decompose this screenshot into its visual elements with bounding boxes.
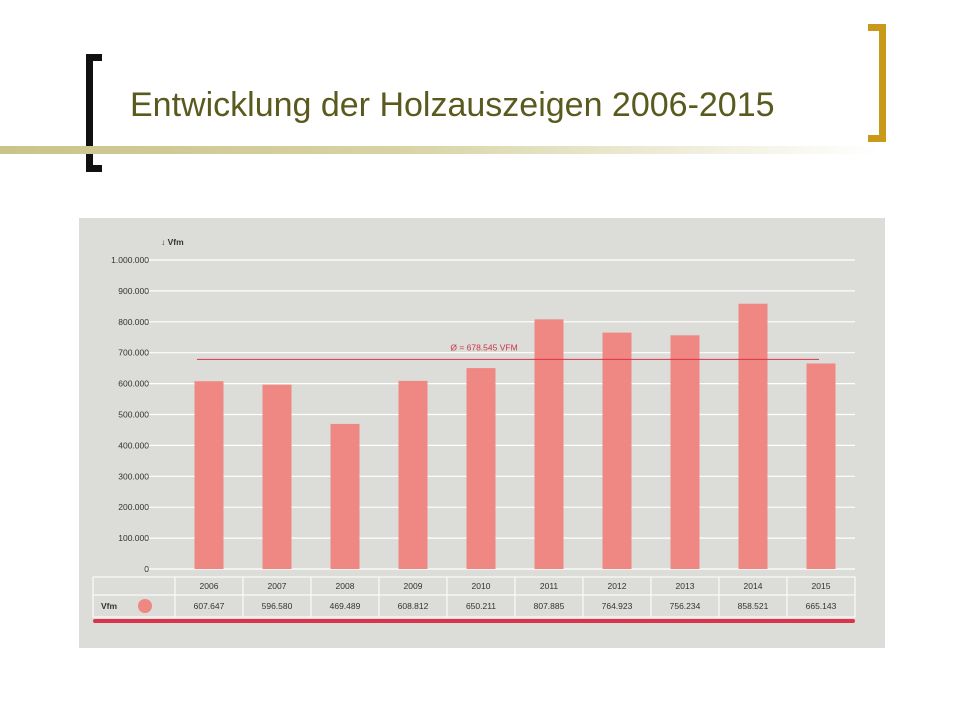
average-line-group: Ø = 678.545 VFM xyxy=(197,342,819,360)
x-category-label-2009: 2009 xyxy=(404,581,423,591)
data-label-2008: 469.489 xyxy=(330,601,361,611)
data-label-2006: 607.647 xyxy=(194,601,225,611)
data-label-2011: 807.885 xyxy=(534,601,565,611)
x-category-label-2008: 2008 xyxy=(336,581,355,591)
y-tick-label: 700.000 xyxy=(118,348,149,358)
y-axis-unit-label: ↓ Vfm xyxy=(161,237,184,247)
y-axis: ↓ Vfm 0 100.000 200.000 300.000 400.000 500.00… xyxy=(111,237,184,574)
bar-2010 xyxy=(466,368,496,569)
data-table: 2006 2007 2008 2009 2010 2011 2012 2013 2014 2015… xyxy=(92,576,856,623)
x-category-label-2012: 2012 xyxy=(608,581,627,591)
bar-2008 xyxy=(330,423,360,569)
y-tick-label: 500.000 xyxy=(118,410,149,420)
data-label-2010: 650.211 xyxy=(466,601,496,611)
data-label-2015: 665.143 xyxy=(806,601,837,611)
right-bracket-decoration xyxy=(868,24,886,142)
y-tick-label: 300.000 xyxy=(118,471,149,481)
y-tick-label: 100.000 xyxy=(118,533,149,543)
bar-2014 xyxy=(738,303,768,569)
data-label-2013: 756.234 xyxy=(670,601,701,611)
bar-2007 xyxy=(262,384,292,569)
data-label-2014: 858.521 xyxy=(738,601,769,611)
chart-panel: Ø = 678.545 VFM ↓ Vfm 0 100.000 200.000 300.… xyxy=(79,218,885,648)
y-tick-label: 200.000 xyxy=(118,502,149,512)
y-tick-label: 800.000 xyxy=(118,317,149,327)
data-label-2009: 608.812 xyxy=(398,601,429,611)
y-tick-label: 600.000 xyxy=(118,379,149,389)
bar-2006 xyxy=(194,381,224,569)
bar-2009 xyxy=(398,380,428,569)
y-tick-label: 1.000.000 xyxy=(111,255,149,265)
title-underline-rule xyxy=(0,146,880,154)
table-bottom-accent xyxy=(93,619,855,623)
x-category-label-2010: 2010 xyxy=(472,581,491,591)
x-category-label-2011: 2011 xyxy=(540,581,559,591)
y-tick-label: 900.000 xyxy=(118,286,149,296)
bar-chart: Ø = 678.545 VFM ↓ Vfm 0 100.000 200.000 300.… xyxy=(92,237,856,623)
average-label: Ø = 678.545 VFM xyxy=(450,342,517,352)
legend-swatch xyxy=(138,599,152,613)
bar-2011 xyxy=(534,319,564,569)
x-category-label-2007: 2007 xyxy=(268,581,287,591)
data-label-2012: 764.923 xyxy=(602,601,633,611)
table-row-label: Vfm xyxy=(101,601,118,611)
bar-2013 xyxy=(670,335,700,569)
x-category-label-2015: 2015 xyxy=(812,581,831,591)
x-category-label-2006: 2006 xyxy=(200,581,219,591)
bar-2015 xyxy=(806,363,836,569)
slide-title: Entwicklung der Holzauszeigen 2006-2015 xyxy=(130,86,775,124)
y-tick-label: 400.000 xyxy=(118,440,149,450)
y-tick-label: 0 xyxy=(144,564,149,574)
x-category-label-2013: 2013 xyxy=(676,581,695,591)
bar-2012 xyxy=(602,332,632,569)
bars xyxy=(194,303,836,569)
left-bracket-decoration xyxy=(86,54,102,172)
data-label-2007: 596.580 xyxy=(262,601,293,611)
x-category-label-2014: 2014 xyxy=(744,581,763,591)
